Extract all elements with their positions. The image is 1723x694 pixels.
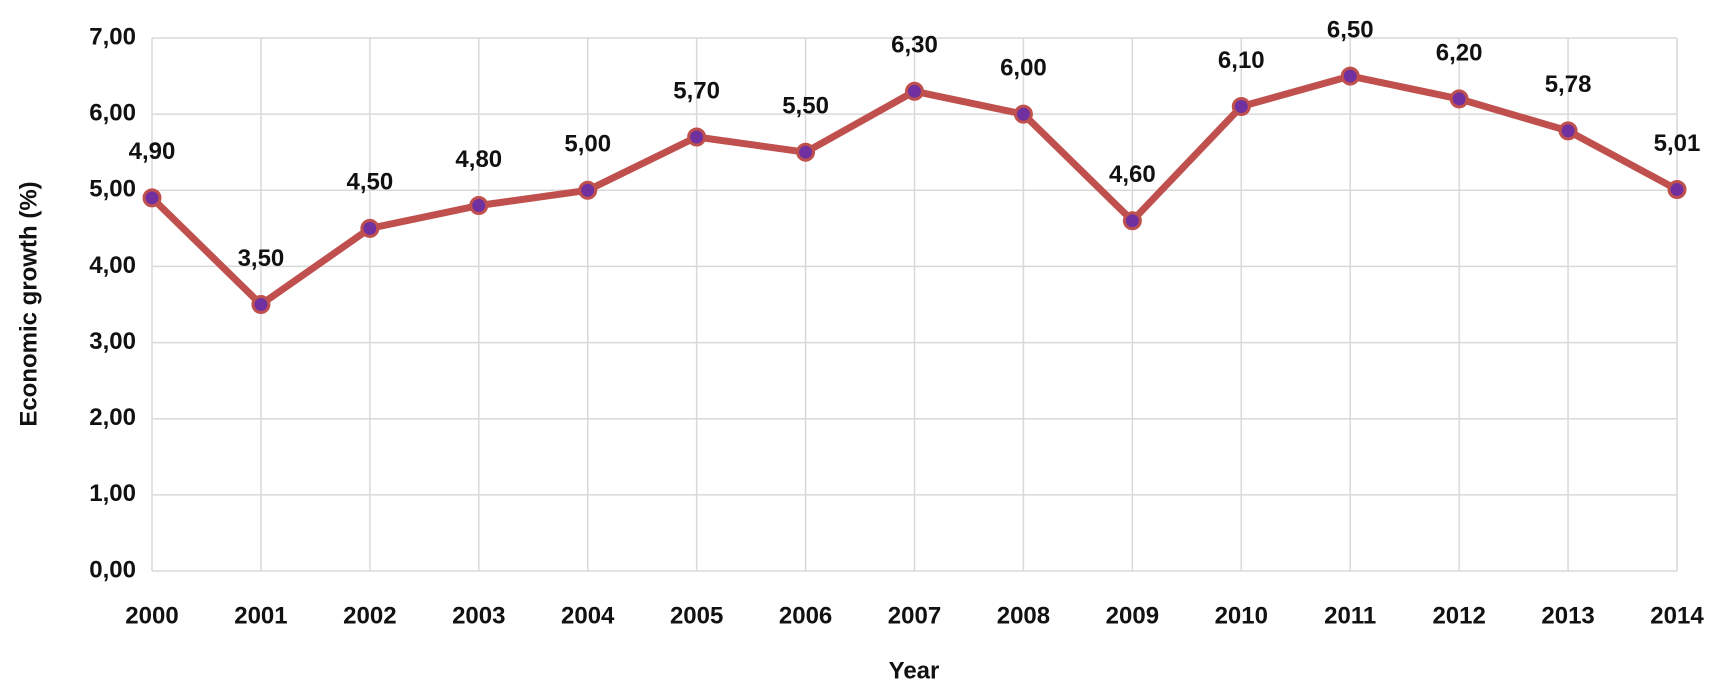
x-tick-label: 2004 — [561, 602, 615, 629]
x-tick-label: 2013 — [1541, 602, 1594, 629]
x-tick-label: 2009 — [1106, 602, 1159, 629]
x-tick-label: 2005 — [670, 602, 723, 629]
y-tick-label: 1,00 — [89, 480, 136, 507]
point-marker — [1558, 121, 1578, 141]
x-tick-label: 2001 — [234, 602, 287, 629]
data-label: 5,70 — [673, 77, 720, 104]
point-marker — [578, 180, 598, 200]
point-marker — [796, 142, 816, 162]
x-axis-title: Year — [889, 657, 940, 684]
point-marker — [469, 196, 489, 216]
data-label: 6,30 — [891, 32, 938, 59]
x-tick-label: 2002 — [343, 602, 396, 629]
point-marker — [905, 81, 924, 101]
point-marker — [1449, 89, 1469, 109]
y-tick-label: 4,00 — [89, 252, 136, 279]
data-label: 5,50 — [782, 93, 829, 120]
x-tick-label: 2011 — [1324, 602, 1376, 629]
point-marker — [1340, 66, 1360, 86]
data-label: 6,50 — [1327, 16, 1374, 43]
data-label: 5,01 — [1654, 130, 1701, 157]
y-tick-label: 5,00 — [89, 176, 136, 203]
y-tick-label: 2,00 — [89, 404, 136, 431]
data-label: 6,00 — [1000, 54, 1047, 81]
data-label: 4,80 — [455, 146, 502, 173]
point-marker — [142, 188, 162, 208]
point-marker — [1231, 97, 1251, 117]
data-label: 4,50 — [346, 169, 393, 196]
y-tick-label: 7,00 — [89, 23, 136, 50]
x-tick-label: 2010 — [1215, 602, 1268, 629]
point-marker — [1122, 211, 1142, 231]
y-axis-title: Economic growth (%) — [15, 181, 42, 426]
data-label: 4,90 — [129, 138, 176, 165]
data-label: 3,50 — [238, 245, 285, 272]
data-label: 5,00 — [564, 131, 611, 158]
data-label: 5,78 — [1545, 71, 1592, 98]
point-marker — [687, 127, 707, 147]
y-tick-label: 0,00 — [89, 556, 136, 583]
x-tick-label: 2006 — [779, 602, 832, 629]
point-marker — [251, 295, 271, 314]
y-tick-label: 3,00 — [89, 328, 136, 355]
point-marker — [360, 218, 380, 238]
point-marker — [1013, 104, 1033, 124]
x-tick-label: 2007 — [888, 602, 941, 629]
y-tick-label: 6,00 — [89, 99, 136, 126]
x-tick-label: 2008 — [997, 602, 1050, 629]
x-tick-label: 2012 — [1432, 602, 1485, 629]
point-marker — [1667, 180, 1687, 200]
data-label: 6,10 — [1218, 47, 1265, 74]
x-tick-label: 2014 — [1650, 602, 1704, 629]
data-label: 4,60 — [1109, 161, 1156, 188]
x-tick-label: 2000 — [125, 602, 178, 629]
data-label: 6,20 — [1436, 39, 1483, 66]
x-tick-label: 2003 — [452, 602, 505, 629]
